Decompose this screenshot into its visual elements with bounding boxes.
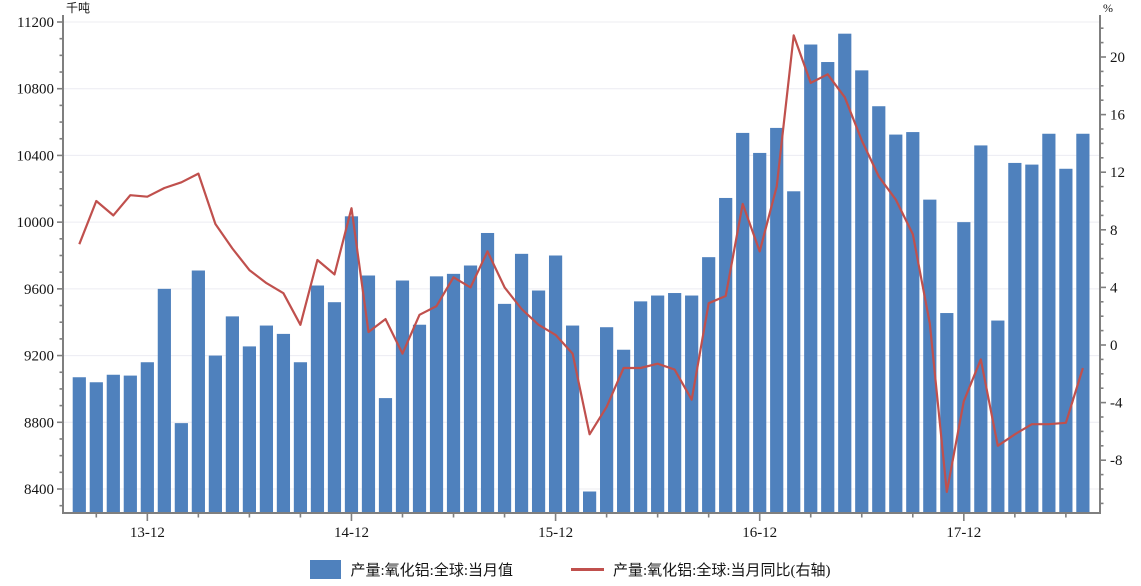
bar-monthly-value[interactable]: [974, 145, 988, 514]
right-axis-tick-label: 4: [1110, 280, 1118, 296]
y-axis-tick-label: 10400: [17, 148, 55, 164]
bar-monthly-value[interactable]: [242, 346, 256, 513]
right-axis-tick-label: 16: [1110, 108, 1126, 124]
y-axis-tick-label: 10800: [17, 82, 55, 98]
bar-monthly-value[interactable]: [89, 382, 103, 513]
bar-monthly-value[interactable]: [293, 362, 308, 513]
bar-monthly-value[interactable]: [991, 320, 1005, 513]
right-axis-tick-label: 8: [1110, 223, 1118, 239]
bar-monthly-value[interactable]: [327, 302, 342, 513]
bar-monthly-value[interactable]: [361, 275, 376, 513]
x-axis-tick-label: 16-12: [742, 525, 777, 541]
bar-monthly-value[interactable]: [1042, 133, 1056, 513]
bar-monthly-value[interactable]: [1025, 164, 1039, 513]
bar-monthly-value[interactable]: [208, 355, 222, 513]
bar-monthly-value[interactable]: [548, 255, 563, 514]
bar-monthly-value[interactable]: [123, 375, 137, 513]
bar-monthly-value[interactable]: [668, 293, 682, 513]
bar-monthly-value[interactable]: [872, 106, 886, 513]
bar-monthly-value[interactable]: [804, 44, 818, 514]
chart-legend: 产量:氧化铝:全球:当月值 产量:氧化铝:全球:当月同比(右轴): [0, 559, 1141, 580]
bar-monthly-value[interactable]: [651, 295, 665, 513]
bar-monthly-value[interactable]: [617, 349, 631, 513]
bar-monthly-value[interactable]: [906, 132, 920, 513]
y-axis-tick-label: 9200: [24, 349, 54, 365]
bar-monthly-value[interactable]: [634, 301, 648, 513]
legend-item-monthly-value[interactable]: 产量:氧化铝:全球:当月值: [310, 559, 513, 580]
bar-monthly-value[interactable]: [140, 362, 154, 513]
bar-monthly-value[interactable]: [1059, 168, 1073, 513]
legend-label-monthly-value: 产量:氧化铝:全球:当月值: [350, 563, 513, 579]
x-axis-tick-label: 13-12: [130, 525, 165, 541]
bar-monthly-value[interactable]: [412, 324, 427, 513]
y-axis-tick-label: 10000: [17, 215, 55, 231]
y-axis-tick-label: 9600: [24, 282, 54, 298]
bar-monthly-value[interactable]: [72, 377, 86, 513]
right-axis-tick-label: 0: [1110, 338, 1118, 354]
bar-monthly-value[interactable]: [174, 423, 188, 513]
bar-monthly-value[interactable]: [1008, 162, 1022, 513]
legend-item-yoy[interactable]: 产量:氧化铝:全球:当月同比(右轴): [571, 559, 831, 580]
bar-monthly-value[interactable]: [889, 134, 903, 513]
y-axis-tick-label: 11200: [17, 15, 54, 31]
x-axis-tick-label: 14-12: [334, 525, 369, 541]
bar-monthly-value[interactable]: [838, 33, 852, 514]
bar-monthly-value[interactable]: [259, 325, 274, 513]
bar-monthly-value[interactable]: [446, 273, 461, 513]
bar-monthly-value[interactable]: [719, 197, 733, 513]
bar-monthly-value[interactable]: [600, 327, 614, 513]
bar-monthly-value[interactable]: [157, 288, 171, 513]
bar-monthly-value[interactable]: [276, 333, 291, 513]
bar-monthly-value[interactable]: [463, 265, 478, 513]
x-axis-tick-label: 15-12: [538, 525, 573, 541]
bar-monthly-value[interactable]: [225, 316, 239, 513]
bar-monthly-value[interactable]: [106, 374, 120, 513]
x-axis-tick-label: 17-12: [946, 525, 981, 541]
legend-label-yoy: 产量:氧化铝:全球:当月同比(右轴): [613, 563, 831, 579]
bar-monthly-value[interactable]: [736, 132, 750, 513]
y-axis-tick-label: 8400: [24, 482, 54, 498]
bar-monthly-value[interactable]: [480, 232, 495, 514]
bar-monthly-value[interactable]: [787, 191, 801, 514]
bar-monthly-value[interactable]: [497, 303, 512, 513]
bar-monthly-value[interactable]: [770, 127, 784, 513]
bar-monthly-value[interactable]: [531, 290, 546, 513]
bar-monthly-value[interactable]: [378, 398, 393, 513]
bar-monthly-value[interactable]: [855, 70, 869, 514]
left-axis-unit-label: 千吨: [66, 1, 90, 15]
bar-monthly-value[interactable]: [753, 152, 767, 513]
bar-monthly-value[interactable]: [1076, 133, 1090, 513]
bar-monthly-value[interactable]: [685, 295, 699, 513]
bar-monthly-value[interactable]: [344, 216, 359, 513]
bar-monthly-value[interactable]: [957, 222, 971, 513]
right-axis-tick-label: -4: [1110, 396, 1123, 412]
y-axis-tick-label: 8800: [24, 415, 54, 431]
right-axis-unit-label: %: [1103, 1, 1113, 15]
bar-monthly-value[interactable]: [191, 270, 205, 513]
bar-monthly-value[interactable]: [583, 491, 597, 514]
right-axis-tick-label: -8: [1110, 453, 1123, 469]
right-axis-tick-label: 20: [1110, 50, 1125, 66]
yoy-line[interactable]: [78, 34, 1084, 493]
bar-monthly-value[interactable]: [821, 62, 835, 513]
bar-monthly-value[interactable]: [514, 253, 529, 513]
line-series-swatch-icon: [571, 568, 604, 571]
bar-monthly-value[interactable]: [310, 285, 325, 513]
right-axis-tick-label: 12: [1110, 165, 1125, 181]
bar-monthly-value[interactable]: [395, 280, 410, 513]
bar-monthly-value[interactable]: [923, 199, 937, 513]
bar-monthly-value[interactable]: [429, 276, 444, 513]
bar-series-swatch-icon: [310, 560, 342, 579]
bar-monthly-value[interactable]: [702, 257, 716, 513]
